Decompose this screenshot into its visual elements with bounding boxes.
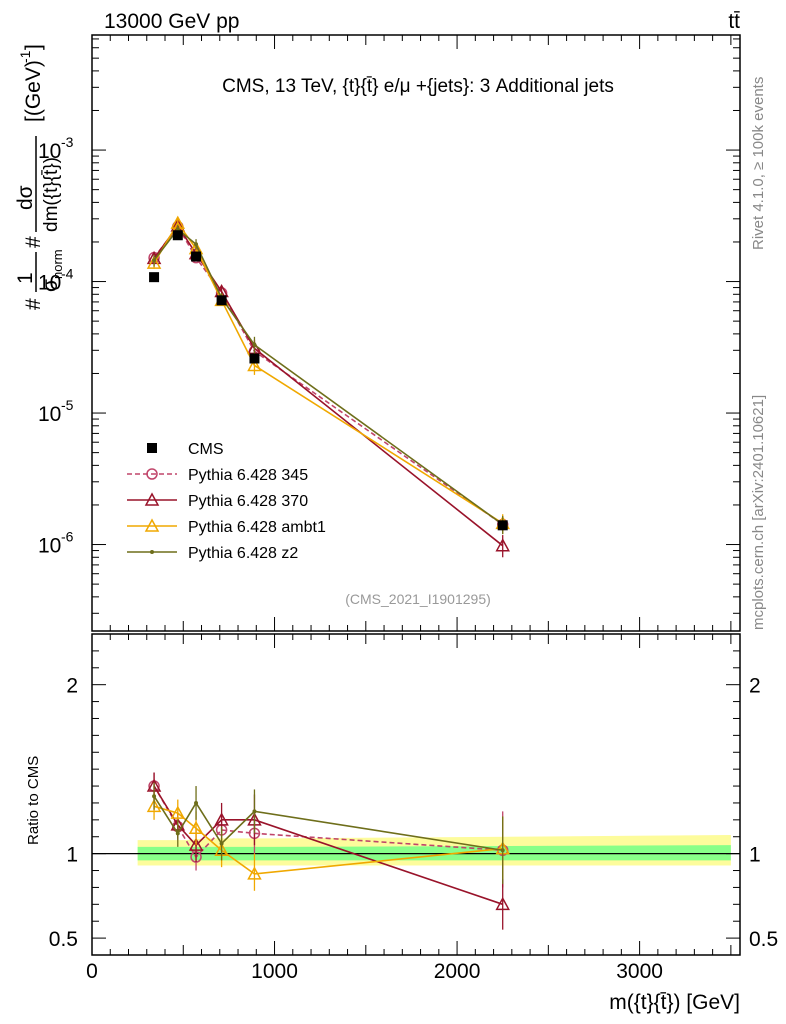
ylabel-dm: dm({t}{t̄}) — [41, 157, 62, 232]
main-axis-ticks — [91, 35, 740, 631]
ratio-band — [137, 845, 731, 861]
main-y-tick-labels: 10-610-510-410-3 — [38, 134, 74, 557]
ratio-y-tick-label-left: 2 — [66, 675, 78, 698]
legend-marker — [144, 492, 160, 506]
ylabel-unit-close: ] — [22, 44, 45, 50]
main-series-cms — [149, 230, 508, 531]
main-plot-title: CMS, 13 TeV, {t}{t̄} e/μ +{jets}: 3 Addi… — [222, 76, 614, 97]
main-y-tick-label: 10 — [38, 403, 61, 426]
legend-marker — [146, 468, 158, 480]
ylabel-hash-2: # — [22, 236, 45, 248]
ratio-series-pythia-6-428-345 — [148, 772, 509, 888]
main-series-pythia-6-428-ambt1 — [146, 215, 510, 535]
ratio-plot-frame — [91, 633, 741, 956]
ratio-series-pythia-6-428-z2 — [152, 782, 505, 885]
main-data-point — [194, 242, 199, 247]
main-y-tick-exponent: -4 — [61, 266, 74, 282]
legend-marker — [150, 550, 154, 554]
main-series-line — [153, 221, 504, 524]
ylabel-norm-sub: norm — [50, 249, 65, 279]
legend-marker — [147, 443, 157, 453]
x-tick-label: 3000 — [616, 960, 663, 983]
main-data-point — [149, 272, 160, 283]
main-data-point — [216, 295, 227, 306]
main-series-group — [146, 215, 510, 558]
ratio-y-axis-label: Ratio to CMS — [25, 756, 42, 845]
ratio-y-tick-label-right: 1 — [749, 844, 761, 867]
main-y-tick-label: 10 — [38, 140, 61, 163]
ratio-data-point — [175, 831, 180, 836]
ratio-data-point — [170, 805, 186, 819]
header-process-label: tt̄ — [728, 10, 740, 33]
main-data-point — [249, 353, 260, 364]
x-tick-label: 1000 — [251, 960, 298, 983]
ylabel-one: 1 — [14, 272, 37, 284]
legend-label: Pythia 6.428 ambt1 — [188, 519, 326, 536]
ratio-data-point — [252, 809, 257, 814]
main-data-point — [146, 255, 162, 269]
main-data-point — [172, 230, 183, 241]
rivet-version-label: Rivet 4.1.0, ≥ 100k events — [750, 77, 767, 250]
ratio-data-point — [188, 837, 204, 851]
legend-label: Pythia 6.428 z2 — [188, 545, 298, 562]
main-data-point — [247, 357, 262, 372]
legend-label: Pythia 6.428 345 — [188, 467, 308, 484]
main-y-tick-label: 10 — [38, 272, 61, 295]
ratio-bands-group — [137, 835, 731, 866]
mcplots-label: mcplots.cern.ch [arXiv:2401.10621] — [750, 395, 767, 630]
ratio-data-point — [495, 896, 510, 911]
main-data-point — [191, 251, 202, 262]
ratio-data-point — [152, 794, 157, 799]
ratio-data-point — [219, 841, 224, 846]
ylabel-sigma: σ — [39, 279, 62, 292]
ylabel-dsigma: dσ — [14, 185, 37, 210]
ratio-data-point — [146, 798, 162, 813]
legend-marker — [144, 518, 160, 532]
main-y-tick-exponent: -5 — [61, 397, 74, 413]
x-tick-label: 2000 — [434, 960, 481, 983]
ratio-series-line — [153, 785, 503, 859]
main-y-axis-label: # 1 σ norm # dσ dm({t}{t̄}) [(GeV) -1 ] — [14, 44, 65, 310]
main-data-point — [495, 538, 510, 552]
ylabel-unit-exp: -1 — [17, 50, 33, 63]
main-data-point — [252, 342, 257, 347]
x-tick-labels: 0 1000 2000 3000 — [86, 960, 663, 983]
ratio-series-group — [146, 772, 510, 930]
ylabel-hash-1: # — [22, 298, 45, 310]
x-tick-label: 0 — [86, 960, 98, 983]
legend: CMS Pythia 6.428 345 Pythia 6.428 370 Pythi… — [127, 441, 326, 562]
main-y-tick-exponent: -6 — [61, 529, 74, 545]
ratio-data-point — [247, 866, 262, 880]
main-y-tick-label: 10 — [38, 535, 61, 558]
main-plot-frame — [91, 34, 741, 632]
ratio-y-tick-label-left: 1 — [66, 844, 78, 867]
ratio-y-tick-labels: 0.5 0.5 1 1 2 2 — [49, 675, 778, 951]
legend-label: Pythia 6.428 370 — [188, 493, 308, 510]
ratio-series-line — [153, 805, 503, 875]
header-energy-label: 13000 GeV pp — [104, 10, 239, 33]
ratio-data-point — [194, 800, 199, 805]
ratio-axis-ticks — [91, 633, 740, 956]
legend-label: CMS — [188, 441, 224, 458]
ratio-series-line — [153, 795, 503, 852]
main-data-point — [497, 520, 508, 531]
analysis-id-label: (CMS_2021_I1901295) — [345, 591, 491, 607]
ratio-y-tick-label-right: 2 — [749, 675, 761, 698]
main-y-tick-exponent: -3 — [61, 134, 74, 150]
ratio-data-point — [500, 848, 505, 853]
ylabel-unit: [(GeV) — [22, 60, 45, 122]
ratio-data-point — [188, 820, 204, 835]
main-data-point — [175, 227, 180, 232]
ratio-data-point — [214, 812, 229, 826]
ratio-y-tick-label-right: 0.5 — [749, 928, 778, 951]
ratio-y-tick-label-left: 0.5 — [49, 928, 78, 951]
x-axis-label: m({t}{t̄}) [GeV] — [609, 991, 740, 1014]
main-data-point — [152, 258, 157, 263]
